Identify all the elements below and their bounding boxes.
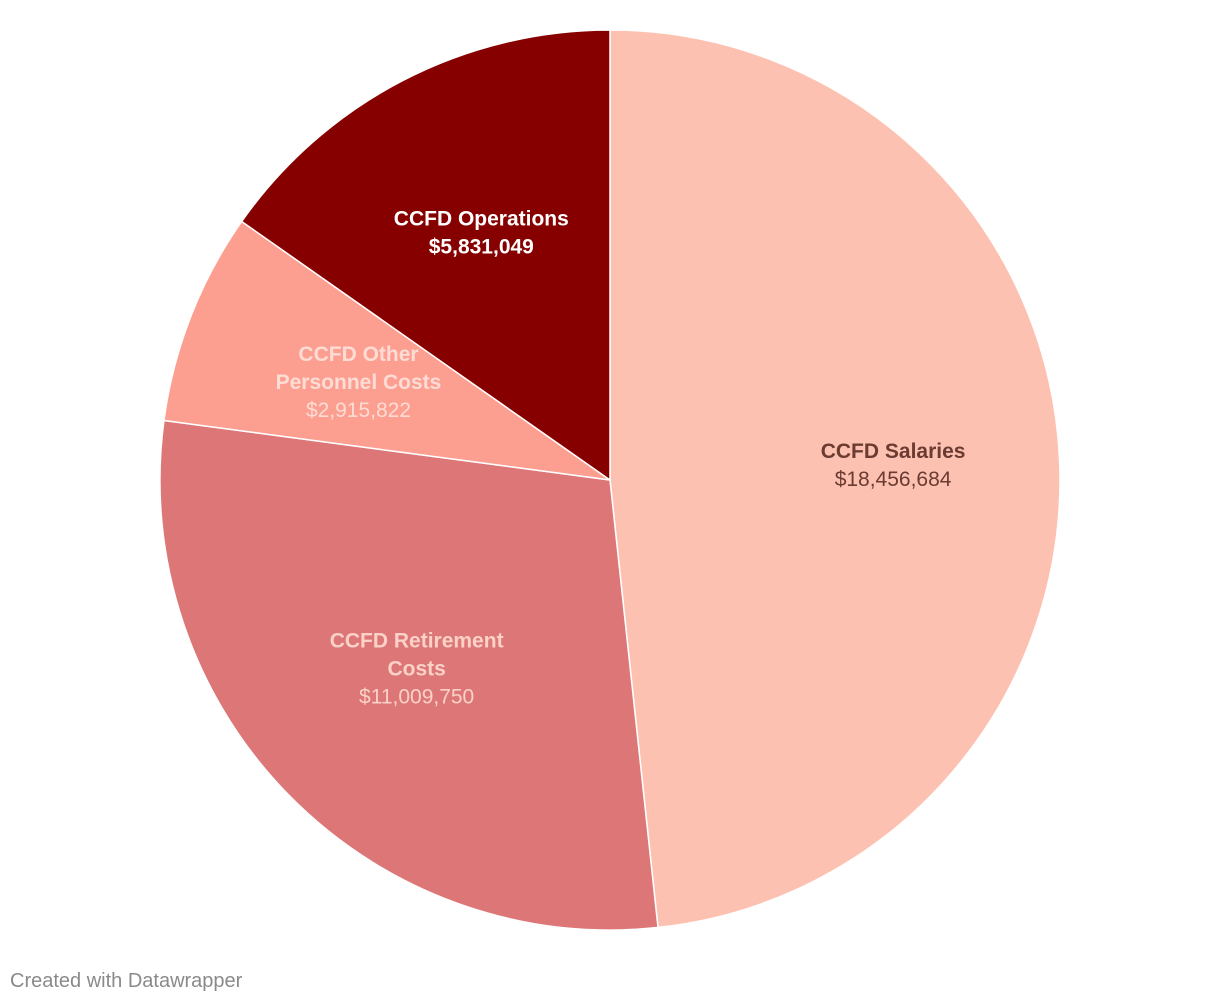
pie-label-0: CCFD Salaries $18,456,684 [821,440,966,491]
pie-label-name-1-1: Costs [387,657,445,680]
pie-slices [159,29,1061,931]
pie-slice-3[interactable] [240,29,611,482]
pie-label-name-3-0: CCFD Operations [394,207,569,230]
pie-label-value-0: $18,456,684 [835,468,952,491]
pie-label-1: CCFD Retirement Costs $11,009,750 [330,629,504,708]
pie-label-name-2-0: CCFD Other [298,343,418,366]
pie-label-3: CCFD Operations $5,831,049 [394,207,569,258]
datawrapper-credit[interactable]: Created with Datawrapper [10,970,243,992]
pie-slice-1[interactable] [159,419,659,931]
pie-slice-2[interactable] [163,220,611,481]
pie-label-value-1: $11,009,750 [359,685,474,708]
pie-label-name-0-0: CCFD Salaries [821,440,966,463]
pie-label-name-2-1: Personnel Costs [276,371,442,394]
pie-label-name-1-0: CCFD Retirement [330,629,504,652]
pie-slice-0[interactable] [609,29,1061,929]
pie-label-value-3: $5,831,049 [429,235,534,258]
pie-label-value-2: $2,915,822 [306,399,411,422]
pie-label-2: CCFD Other Personnel Costs $2,915,822 [276,343,442,422]
